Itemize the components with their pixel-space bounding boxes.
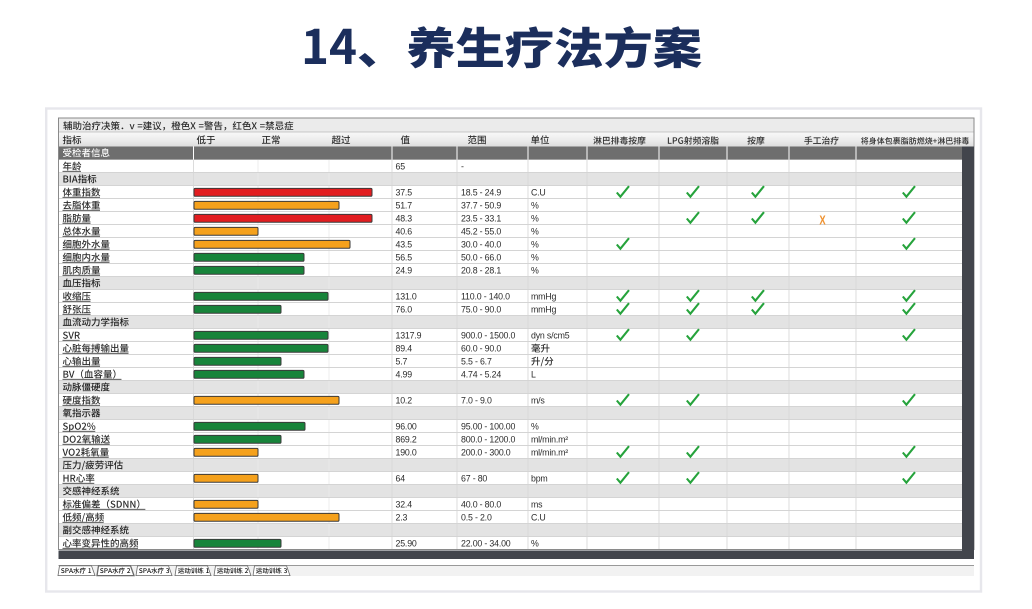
svg-text:800.0 - 1200.0: 800.0 - 1200.0 (461, 434, 516, 444)
svg-text:-: - (461, 161, 464, 171)
svg-text:25.90: 25.90 (396, 538, 417, 548)
svg-text:mmHg: mmHg (531, 291, 556, 301)
svg-text:%: % (531, 200, 539, 210)
svg-text:200.0 - 300.0: 200.0 - 300.0 (461, 447, 511, 457)
svg-text:%: % (531, 265, 539, 275)
svg-text:64: 64 (396, 473, 406, 483)
svg-text:40.0 - 80.0: 40.0 - 80.0 (461, 499, 501, 509)
svg-text:bpm: bpm (531, 473, 548, 483)
svg-text:22.00 - 34.00: 22.00 - 34.00 (461, 538, 511, 548)
svg-text:%: % (531, 226, 539, 236)
svg-text:X: X (819, 215, 826, 229)
svg-text:75.0 - 90.0: 75.0 - 90.0 (461, 304, 501, 314)
svg-text:4.74 - 5.24: 4.74 - 5.24 (461, 369, 501, 379)
svg-text:%: % (531, 213, 539, 223)
svg-text:L: L (531, 369, 536, 379)
svg-text:ms: ms (531, 499, 543, 509)
svg-text:37.5: 37.5 (396, 187, 413, 197)
svg-text:110.0 - 140.0: 110.0 - 140.0 (461, 291, 510, 301)
svg-text:95.00 - 100.00: 95.00 - 100.00 (461, 421, 516, 431)
svg-text:mmHg: mmHg (531, 304, 556, 314)
svg-text:C.U: C.U (531, 187, 546, 197)
svg-text:37.7 - 50.9: 37.7 - 50.9 (461, 200, 501, 210)
svg-text:0.5 - 2.0: 0.5 - 2.0 (461, 512, 492, 522)
svg-text:dyn s/cm5: dyn s/cm5 (531, 330, 570, 340)
svg-text:%: % (531, 538, 539, 548)
svg-text:18.5 - 24.9: 18.5 - 24.9 (461, 187, 501, 197)
svg-text:1317.9: 1317.9 (396, 330, 422, 340)
svg-text:30.0 - 40.0: 30.0 - 40.0 (461, 239, 501, 249)
svg-text:51.7: 51.7 (396, 200, 413, 210)
svg-text:m/s: m/s (531, 395, 545, 405)
svg-text:24.9: 24.9 (396, 265, 413, 275)
svg-text:190.0: 190.0 (396, 447, 417, 457)
svg-text:5.5 - 6.7: 5.5 - 6.7 (461, 356, 492, 366)
svg-text:7.0 - 9.0: 7.0 - 9.0 (461, 395, 492, 405)
svg-text:2.3: 2.3 (396, 512, 408, 522)
svg-text:65: 65 (396, 161, 406, 171)
svg-text:5.7: 5.7 (396, 356, 408, 366)
svg-text:56.5: 56.5 (396, 252, 413, 262)
svg-text:10.2: 10.2 (396, 395, 413, 405)
svg-text:32.4: 32.4 (396, 499, 413, 509)
svg-text:43.5: 43.5 (396, 239, 413, 249)
svg-text:45.2 - 55.0: 45.2 - 55.0 (461, 226, 501, 236)
svg-text:20.8 - 28.1: 20.8 - 28.1 (461, 265, 501, 275)
svg-text:60.0 - 90.0: 60.0 - 90.0 (461, 343, 501, 353)
svg-text:C.U: C.U (531, 512, 546, 522)
svg-text:23.5 - 33.1: 23.5 - 33.1 (461, 213, 501, 223)
svg-text:67 - 80: 67 - 80 (461, 473, 487, 483)
svg-text:%: % (531, 252, 539, 262)
svg-text:ml/min.m²: ml/min.m² (531, 447, 568, 457)
svg-text:%: % (531, 239, 539, 249)
svg-text:131.0: 131.0 (396, 291, 417, 301)
svg-text:48.3: 48.3 (396, 213, 413, 223)
svg-text:869.2: 869.2 (396, 434, 417, 444)
svg-text:ml/min.m²: ml/min.m² (531, 434, 568, 444)
svg-text:40.6: 40.6 (396, 226, 413, 236)
svg-text:%: % (531, 421, 539, 431)
svg-text:900.0 - 1500.0: 900.0 - 1500.0 (461, 330, 516, 340)
svg-text:89.4: 89.4 (396, 343, 413, 353)
svg-text:96.00: 96.00 (396, 421, 417, 431)
svg-text:76.0: 76.0 (396, 304, 413, 314)
svg-text:50.0 - 66.0: 50.0 - 66.0 (461, 252, 501, 262)
svg-text:4.99: 4.99 (396, 369, 413, 379)
